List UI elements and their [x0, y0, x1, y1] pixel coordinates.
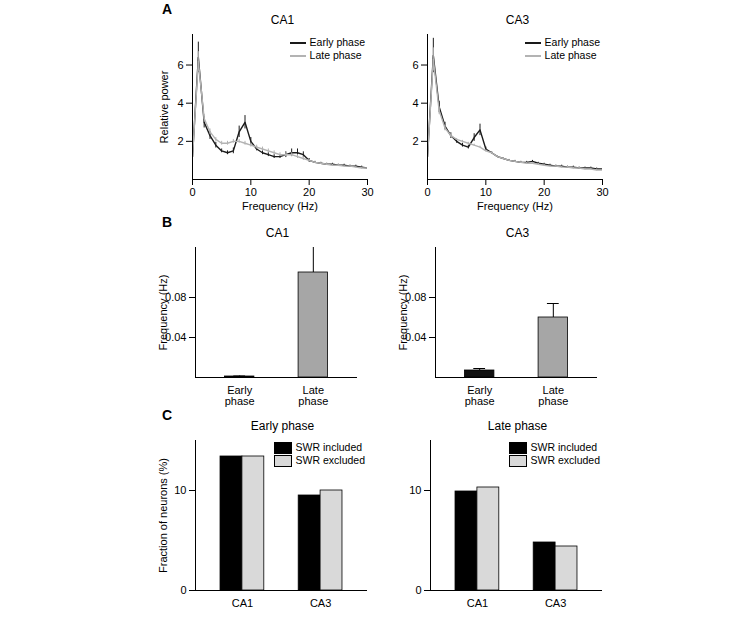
svg-text:Frequency (Hz): Frequency (Hz): [242, 200, 318, 212]
svg-text:0: 0: [415, 584, 421, 596]
svg-text:10: 10: [245, 186, 257, 198]
svg-text:6: 6: [177, 59, 183, 71]
svg-text:Earlyphase: Earlyphase: [225, 384, 255, 407]
svg-text:0.08: 0.08: [405, 291, 427, 303]
svg-text:0.08: 0.08: [165, 291, 187, 303]
svg-text:Earlyphase: Earlyphase: [465, 384, 495, 407]
svg-text:20: 20: [303, 186, 315, 198]
svg-text:10: 10: [480, 186, 492, 198]
html-text:A: A: [162, 1, 173, 17]
svg-text:Frequency (Hz): Frequency (Hz): [477, 200, 553, 212]
svg-text:Frequency (Hz): Frequency (Hz): [397, 275, 409, 351]
svg-text:0: 0: [180, 584, 186, 596]
html-text:B: B: [162, 214, 173, 230]
svg-text:2: 2: [177, 135, 183, 147]
svg-text:Latephase: Latephase: [538, 384, 568, 407]
html-text:CA3: CA3: [505, 226, 530, 240]
html-text:Late phase: Late phase: [487, 419, 548, 433]
html-text:Early phase: Early phase: [309, 36, 365, 48]
svg-text:0.04: 0.04: [405, 331, 427, 343]
svg-text:CA3: CA3: [310, 597, 331, 609]
html-text:SWR included: SWR included: [295, 441, 363, 453]
svg-text:2: 2: [412, 135, 418, 147]
svg-text:CA3: CA3: [545, 597, 566, 609]
html-text:Early phase: Early phase: [544, 36, 600, 48]
html-text:SWR included: SWR included: [530, 441, 598, 453]
svg-text:CA1: CA1: [232, 597, 253, 609]
svg-text:0.04: 0.04: [165, 331, 187, 343]
html-text:SWR excluded: SWR excluded: [530, 454, 600, 466]
svg-text:Relative power: Relative power: [158, 70, 170, 143]
svg-text:10: 10: [409, 484, 421, 496]
svg-text:0: 0: [189, 186, 195, 198]
svg-text:10: 10: [174, 484, 186, 496]
html-text:C: C: [162, 407, 173, 423]
html-text:Late phase: Late phase: [309, 49, 362, 61]
svg-text:Frequency (Hz): Frequency (Hz): [157, 275, 169, 351]
svg-text:CA1: CA1: [467, 597, 488, 609]
html-text:CA3: CA3: [505, 13, 530, 27]
svg-text:4: 4: [412, 97, 418, 109]
svg-text:6: 6: [412, 59, 418, 71]
html-text:Early phase: Early phase: [250, 419, 315, 433]
html-text:Late phase: Late phase: [544, 49, 597, 61]
svg-text:4: 4: [177, 97, 183, 109]
html-text:CA1: CA1: [270, 13, 295, 27]
svg-text:30: 30: [596, 186, 608, 198]
svg-text:Latephase: Latephase: [298, 384, 328, 407]
svg-text:Fraction of neurons (%): Fraction of neurons (%): [157, 458, 169, 573]
html-text:CA1: CA1: [265, 226, 290, 240]
html-text:SWR excluded: SWR excluded: [295, 454, 365, 466]
svg-text:30: 30: [361, 186, 373, 198]
svg-text:0: 0: [424, 186, 430, 198]
svg-text:20: 20: [538, 186, 550, 198]
